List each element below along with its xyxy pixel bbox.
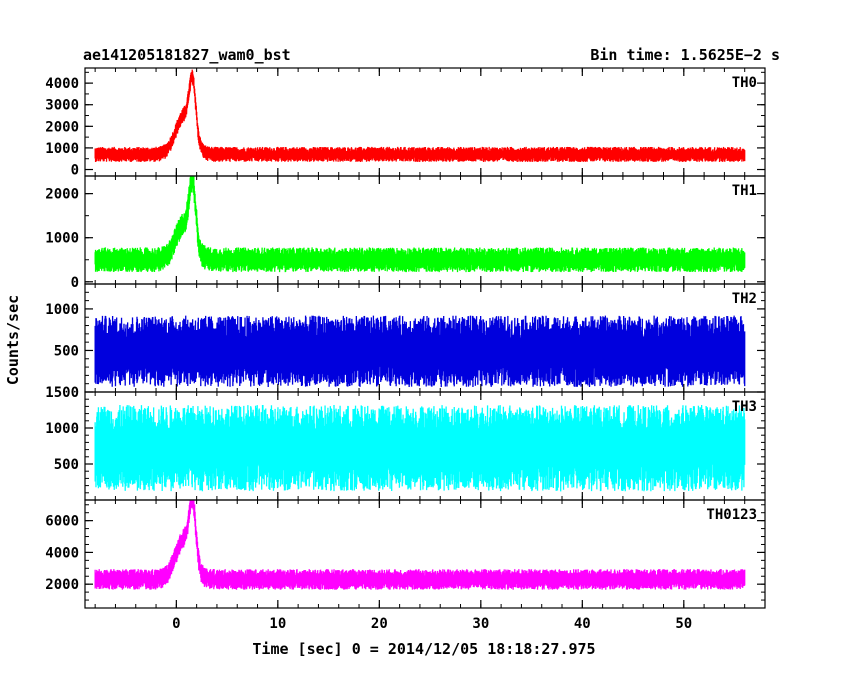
figure-title: ae141205181827_wam0_bst	[83, 46, 291, 64]
panel-th0123: 2000 4000 6000 TH0123	[45, 499, 766, 609]
panel-label-th0: TH0	[732, 75, 757, 91]
panel-label-th3: TH3	[732, 399, 757, 415]
panel-frame-th0123	[84, 499, 766, 609]
panel-label-th0123: TH0123	[706, 507, 757, 523]
panel-th2: 500 1000 TH2	[45, 283, 766, 393]
y-tick-label: 500	[54, 457, 79, 473]
panel-th0: 0 1000 2000 3000 4000 TH0	[45, 67, 766, 179]
y-tick-label: 2000	[45, 187, 79, 203]
y-tick-label: 1000	[45, 302, 79, 318]
x-tick-label: 50	[675, 616, 692, 632]
y-tick-label: 1000	[45, 231, 79, 247]
x-axis-label: Time [sec] 0 = 2014/12/05 18:18:27.975	[252, 640, 595, 658]
y-tick-label: 3000	[45, 98, 79, 114]
x-tick-label: 30	[472, 616, 489, 632]
y-tick-label: 2000	[45, 119, 79, 135]
y-tick-label: 4000	[45, 545, 79, 561]
x-tick-label: 10	[269, 616, 286, 632]
series-line-th0	[94, 69, 746, 162]
y-tick-label: 6000	[45, 514, 79, 530]
panel-label-th1: TH1	[732, 183, 757, 199]
y-tick-label: 1000	[45, 421, 79, 437]
x-tick-label: 20	[371, 616, 388, 632]
series-line-th1	[94, 176, 746, 273]
bin-time-label: Bin time: 1.5625E−2 s	[590, 46, 780, 64]
y-tick-label: 2000	[45, 577, 79, 593]
series-line-th2	[94, 315, 746, 388]
panel-label-th2: TH2	[732, 291, 757, 307]
series-line-th3	[94, 404, 746, 492]
y-tick-label: 0	[71, 163, 79, 179]
y-tick-label: 4000	[45, 76, 79, 92]
y-tick-label: 500	[54, 343, 79, 359]
panel-th3: 500 1000 1500 TH3	[45, 385, 766, 501]
y-tick-label: 1500	[45, 385, 79, 401]
y-axis-label: Counts/sec	[4, 295, 22, 385]
x-tick-label: 40	[574, 616, 591, 632]
series-line-th0123	[94, 500, 746, 590]
y-tick-label: 1000	[45, 141, 79, 157]
panel-th1: 0 1000 2000 TH1	[45, 175, 766, 291]
y-tick-label: 0	[71, 275, 79, 291]
x-tick-label: 0	[172, 616, 180, 632]
